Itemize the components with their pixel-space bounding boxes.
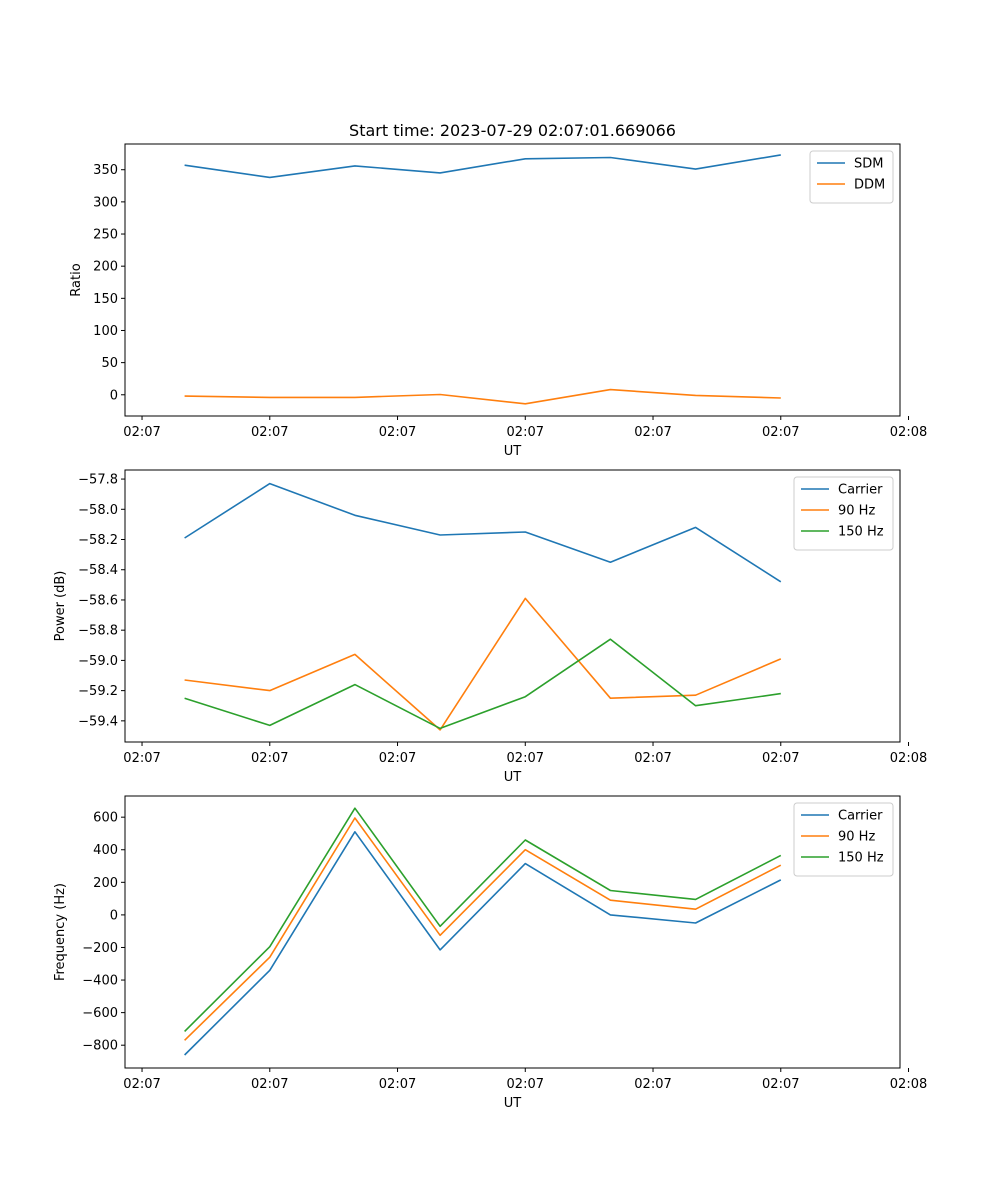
series-line-ddm: [184, 388, 781, 405]
y-tick-label: −58.6: [78, 593, 118, 608]
y-axis-label: Ratio: [69, 263, 84, 296]
y-tick-label: −400: [82, 974, 118, 989]
ratio-chart: 0 50 100 150 200 250 300 350 02:07 02:07 02:07 02:0…: [69, 143, 927, 459]
x-tick-label: 02:07: [762, 751, 799, 766]
x-tick-label: 02:07: [123, 1077, 160, 1092]
y-tick-label: −58.4: [78, 563, 118, 578]
x-axis-label: UT: [504, 770, 522, 785]
axes-frame: [124, 795, 901, 1069]
x-tick-label: 02:07: [507, 1077, 544, 1092]
x-tick-label: 02:07: [379, 751, 416, 766]
y-tick-label: −58.0: [78, 503, 118, 518]
legend-label: 90 Hz: [838, 504, 875, 519]
x-tick-label: 02:07: [634, 751, 671, 766]
y-tick-label: 200: [93, 876, 118, 891]
y-axis-label: Frequency (Hz): [53, 883, 68, 981]
y-tick-label: −59.2: [78, 684, 118, 699]
legend: Carrier 90 Hz 150 Hz: [793, 476, 894, 551]
series-line-carrier: [184, 830, 782, 1056]
series-line-90-hz: [184, 597, 782, 731]
y-tick-label: 400: [93, 843, 118, 858]
legend: Carrier 90 Hz 150 Hz: [793, 802, 894, 877]
y-tick-label: 600: [93, 811, 118, 826]
y-tick-label: 0: [110, 388, 118, 403]
legend-label: SDM: [854, 157, 883, 172]
y-tick-label: −200: [82, 941, 118, 956]
series-line-150-hz: [184, 807, 782, 1032]
y-tick-label: 200: [93, 260, 118, 275]
legend-box: [809, 150, 894, 204]
legend-label: 90 Hz: [838, 830, 875, 845]
y-tick-label: −600: [82, 1006, 118, 1021]
x-tick-label: 02:07: [251, 751, 288, 766]
y-tick-label: −58.2: [78, 533, 118, 548]
legend-label: DDM: [854, 178, 885, 193]
x-tick-label: 02:08: [890, 1077, 927, 1092]
x-tick-label: 02:07: [123, 425, 160, 440]
power-chart: −59.4 −59.2 −59.0 −58.8 −58.6 −58.4 −58.2 −58.0…: [53, 469, 927, 785]
legend-label: 150 Hz: [838, 851, 884, 866]
legend: SDM DDM: [809, 150, 894, 204]
y-tick-label: −57.8: [78, 473, 118, 488]
y-axis-label: Power (dB): [53, 571, 68, 642]
x-tick-label: 02:07: [123, 751, 160, 766]
x-tick-label: 02:07: [762, 425, 799, 440]
series-line-sdm: [184, 154, 781, 179]
y-tick-label: 250: [93, 228, 118, 243]
x-tick-label: 02:07: [251, 1077, 288, 1092]
legend-label: Carrier: [838, 483, 883, 498]
frequency-chart: −800 −600 −400 −200 0 200 400 600 02:07 02:07 02:0…: [53, 795, 927, 1111]
y-tick-label: 350: [93, 163, 118, 178]
x-tick-label: 02:07: [762, 1077, 799, 1092]
charts: 0 50 100 150 200 250 300 350 02:07 02:07 02:07 02:0…: [53, 143, 927, 1111]
y-tick-label: −59.4: [78, 714, 118, 729]
x-tick-label: 02:07: [507, 425, 544, 440]
axes-frame: [124, 143, 901, 417]
x-tick-label: 02:07: [507, 751, 544, 766]
x-tick-label: 02:07: [379, 1077, 416, 1092]
y-tick-label: −58.8: [78, 624, 118, 639]
axes-frame: [124, 469, 901, 743]
series-line-carrier: [184, 482, 782, 583]
y-tick-label: 150: [93, 292, 118, 307]
series-line-150-hz: [184, 638, 781, 730]
x-tick-label: 02:07: [379, 425, 416, 440]
series-line-90-hz: [184, 817, 782, 1041]
x-axis-label: UT: [504, 444, 522, 459]
y-tick-label: 300: [93, 195, 118, 210]
legend-label: 150 Hz: [838, 525, 884, 540]
y-tick-label: −800: [82, 1039, 118, 1054]
x-axis-label: UT: [504, 1096, 522, 1111]
y-tick-label: −59.0: [78, 654, 118, 669]
x-tick-label: 02:08: [890, 751, 927, 766]
y-tick-label: 100: [93, 324, 118, 339]
y-tick-label: 50: [101, 356, 118, 371]
x-tick-label: 02:07: [251, 425, 288, 440]
x-tick-label: 02:07: [634, 425, 671, 440]
figure-title: Start time: 2023-07-29 02:07:01.669066: [349, 121, 676, 140]
y-tick-label: 0: [110, 908, 118, 923]
x-tick-label: 02:07: [634, 1077, 671, 1092]
x-tick-label: 02:08: [890, 425, 927, 440]
legend-label: Carrier: [838, 809, 883, 824]
